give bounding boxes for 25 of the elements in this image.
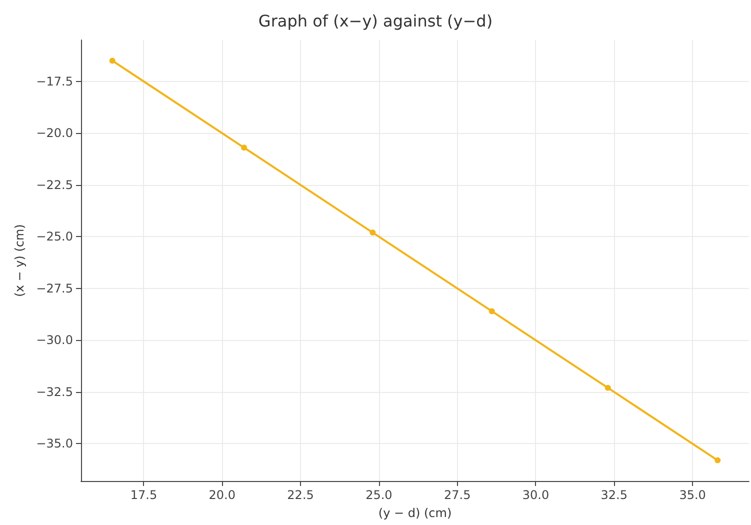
point (370, 230, 376, 236)
x-axis-title: (y − d) (cm) (378, 506, 452, 520)
y-tick-label: −17.5 (36, 74, 73, 88)
x-tick-label: 17.5 (130, 488, 158, 502)
y-axis-title: (x − y) (cm) (12, 224, 26, 297)
y-tick-label: −35.0 (36, 436, 73, 451)
y-tick-label: −27.5 (36, 281, 73, 296)
point (109, 58, 116, 64)
x-tick-label: 25.0 (366, 488, 392, 502)
x-tick-label: 32.5 (600, 488, 628, 502)
point (604, 384, 611, 391)
point (241, 144, 248, 151)
point (488, 308, 495, 314)
y-tick-label: −32.5 (36, 384, 73, 399)
y-tick-label: −20.0 (36, 126, 73, 140)
point (714, 457, 721, 464)
x-tick-label: 30.0 (522, 488, 550, 502)
x-tick-label: 22.5 (287, 488, 314, 502)
x-tick-label: 27.5 (444, 488, 471, 502)
y-tick-label: −30.0 (36, 333, 73, 348)
x-tick-label: 20.0 (208, 488, 236, 502)
x-tick-label: 35.0 (679, 488, 706, 502)
y-tick-label: −25.0 (36, 230, 73, 244)
y-tick-label: −22.5 (36, 178, 73, 192)
chart-title: Graph of (x−y) against (y−d) (258, 12, 493, 30)
